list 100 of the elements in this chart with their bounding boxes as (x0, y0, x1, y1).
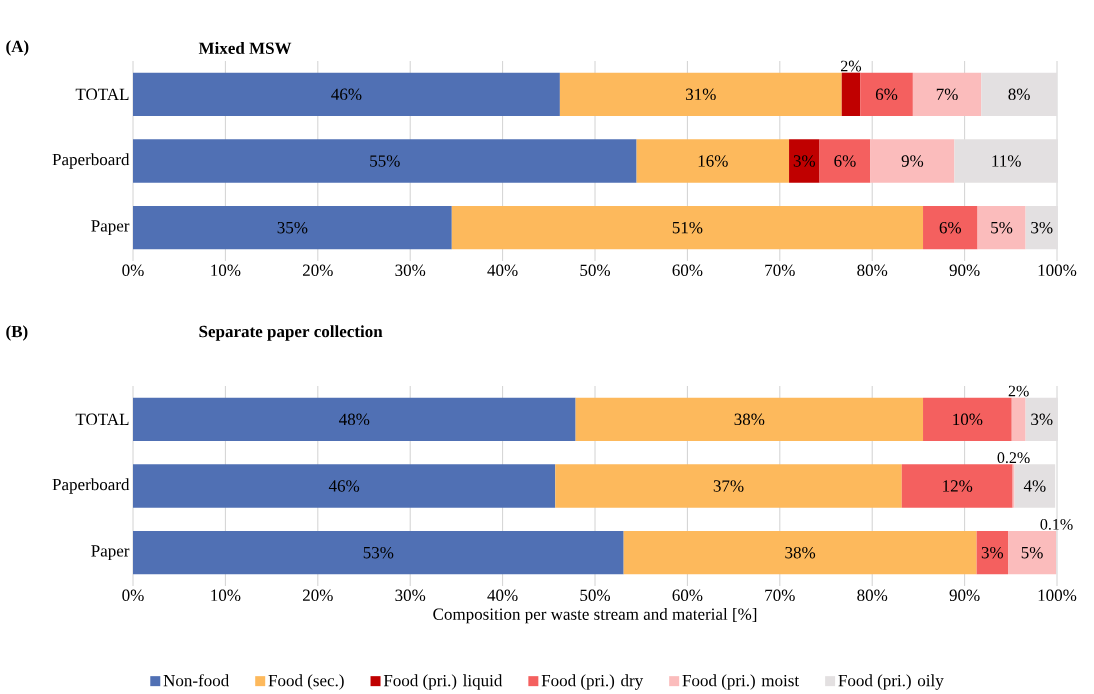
data-label: 5% (991, 221, 1013, 234)
bar (912, 72, 982, 116)
bar (841, 72, 861, 116)
bar (133, 531, 624, 575)
x-tick-label: 80% (857, 264, 888, 277)
data-label: 3% (1031, 221, 1053, 234)
data-label: 8% (1008, 88, 1030, 101)
data-label: 0.2% (997, 452, 1030, 464)
bar (870, 139, 955, 183)
bar (923, 397, 1012, 441)
data-label: 2% (1008, 385, 1029, 397)
bar (923, 206, 978, 250)
data-label: 0.1% (1040, 518, 1073, 530)
legend-label: Non-food (163, 674, 229, 687)
legend-label: Food (pri.) liquid (383, 674, 503, 690)
bar (133, 397, 576, 441)
data-label: 7% (936, 88, 958, 101)
x-tick-label: 90% (949, 589, 980, 602)
y-tick-label: Paper (91, 220, 130, 236)
legend-label: Food (sec.) (268, 674, 344, 690)
data-label: 4% (1023, 480, 1046, 492)
data-label: 37% (713, 480, 744, 492)
x-tick-label: 70% (765, 264, 795, 277)
y-tick-label: Paperboard (52, 153, 130, 169)
data-label: 55% (370, 155, 400, 167)
chart-title: Mixed MSW (198, 41, 292, 55)
bar (1008, 531, 1057, 575)
x-tick-label: 10% (211, 589, 241, 602)
chart-title: Separate paper collection (199, 325, 383, 341)
x-tick-label: 0% (122, 264, 144, 277)
data-label: 10% (953, 413, 983, 426)
x-tick-label: 20% (302, 589, 333, 602)
data-label: 35% (277, 221, 308, 234)
x-tick-label: 70% (765, 589, 795, 602)
data-label: 6% (875, 88, 898, 101)
data-label: 38% (734, 413, 765, 426)
bar (575, 397, 924, 441)
x-tick-label: 90% (949, 264, 980, 277)
bar (133, 464, 556, 508)
x-axis-title: Composition per waste stream and material [%] (433, 607, 757, 624)
data-label: 46% (328, 480, 360, 492)
bar (977, 206, 1026, 250)
y-tick-label: Paper (91, 545, 130, 561)
x-tick-label: 50% (580, 264, 611, 277)
data-label: 3% (793, 155, 816, 167)
bar (623, 531, 977, 575)
y-tick-label: TOTAL (75, 88, 129, 101)
bar (1011, 397, 1026, 441)
text: (B) (6, 325, 28, 341)
y-tick-label: TOTAL (75, 413, 129, 426)
data-label: 51% (672, 221, 703, 234)
legend-label: Food (pri.) moist (682, 674, 800, 690)
bar (860, 72, 913, 116)
legend-label: Food (pri.) oily (838, 674, 944, 690)
bar (954, 139, 1058, 183)
x-tick-label: 10% (211, 264, 241, 277)
x-tick-label: 30% (395, 264, 426, 277)
x-tick-label: 30% (395, 589, 426, 602)
bar (133, 206, 452, 250)
data-label: 12% (943, 480, 973, 492)
x-tick-label: 60% (672, 264, 703, 277)
x-tick-label: 100% (1038, 589, 1077, 602)
bar (559, 72, 842, 116)
data-label: 5% (1021, 546, 1043, 559)
data-label: 48% (339, 413, 370, 426)
legend-label: Food (pri.) dry (541, 674, 644, 690)
x-tick-label: 40% (487, 264, 518, 277)
bar (1025, 206, 1058, 250)
data-label: 46% (331, 88, 362, 101)
x-tick-label: 20% (302, 264, 333, 277)
bar (901, 464, 1013, 508)
data-label: 31% (686, 88, 716, 101)
bar (451, 206, 924, 250)
data-label: 3% (981, 546, 1004, 559)
data-label: 3% (1031, 413, 1053, 426)
bar (981, 72, 1058, 116)
data-label: 11% (992, 155, 1021, 167)
data-label: 53% (363, 546, 394, 559)
bar (133, 139, 637, 183)
data-label: 6% (939, 221, 962, 234)
x-tick-label: 80% (857, 589, 888, 602)
bar (976, 531, 1009, 575)
x-tick-label: 60% (672, 589, 703, 602)
bar (819, 139, 871, 183)
bar (1014, 464, 1056, 508)
x-tick-label: 100% (1038, 264, 1077, 277)
bar (555, 464, 902, 508)
data-label: 16% (698, 155, 728, 167)
bar (636, 139, 790, 183)
data-label: 2% (841, 60, 862, 72)
data-label: 38% (785, 546, 816, 559)
data-label: 9% (901, 155, 924, 167)
x-tick-label: 50% (580, 589, 611, 602)
bar (1025, 397, 1058, 441)
x-tick-label: 40% (487, 589, 518, 602)
bar (789, 139, 820, 183)
text: (A) (6, 40, 29, 56)
data-label: 6% (834, 155, 856, 167)
y-tick-label: Paperboard (52, 478, 130, 494)
bar (133, 72, 560, 116)
